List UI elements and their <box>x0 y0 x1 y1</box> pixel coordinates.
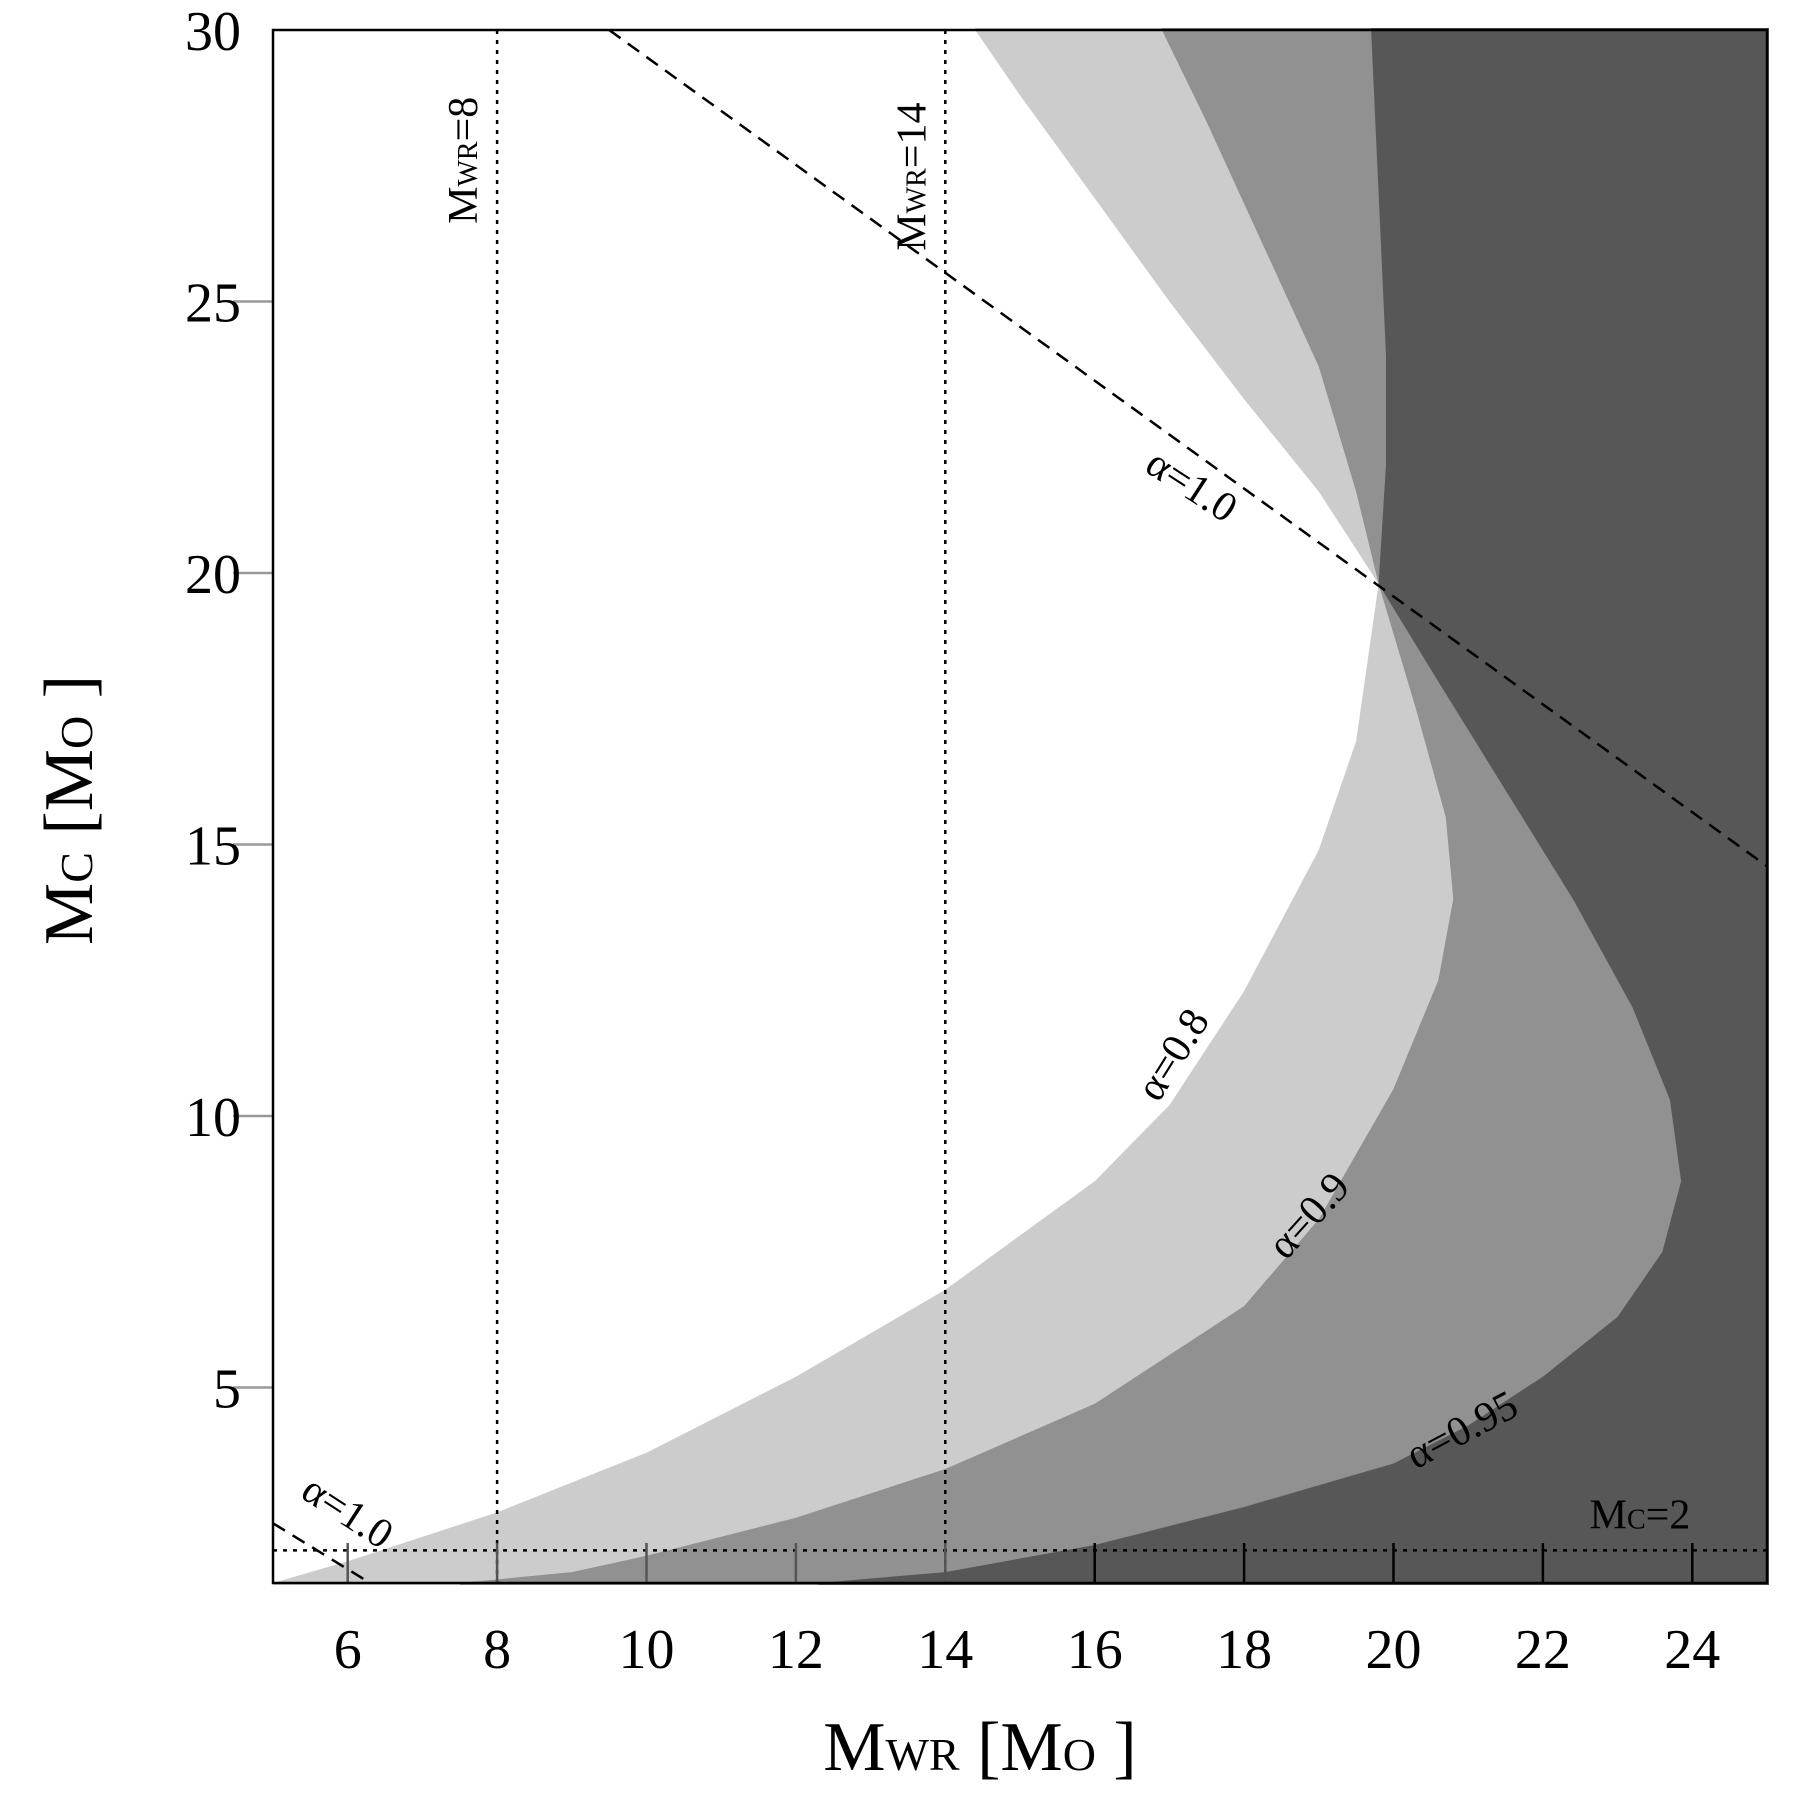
y-tick-label-25: 25 <box>185 273 241 335</box>
y-tick-label-30: 30 <box>185 1 241 63</box>
x-tick-label-10: 10 <box>619 1619 675 1681</box>
x-tick-label-8: 8 <box>483 1619 511 1681</box>
shaded-regions <box>273 28 1769 1585</box>
y-tick-label-20: 20 <box>185 544 241 606</box>
x-tick-label-6: 6 <box>334 1619 362 1681</box>
label-mc-2: MC=2 <box>1590 1493 1691 1539</box>
x-tick-label-24: 24 <box>1664 1619 1720 1681</box>
y-tick-label-15: 15 <box>185 816 241 878</box>
x-tick-label-18: 18 <box>1216 1619 1272 1681</box>
ref-line-alpha-1-upper <box>608 28 1768 868</box>
label-mwr-8: MWR=8 <box>441 97 487 224</box>
y-tick-label-5: 5 <box>213 1359 241 1421</box>
x-tick-label-12: 12 <box>768 1619 824 1681</box>
x-tick-label-20: 20 <box>1366 1619 1422 1681</box>
x-axis-title: MWR [MO ] <box>823 1709 1136 1786</box>
region-alpha-0.95 <box>818 28 1769 1585</box>
x-tick-label-16: 16 <box>1067 1619 1123 1681</box>
x-tick-label-22: 22 <box>1515 1619 1571 1681</box>
x-tick-label-14: 14 <box>917 1619 973 1681</box>
axis-ticks: 6 8 10 12 14 16 18 20 22 24 5 10 15 20 25 30 <box>185 1 1720 1681</box>
ref-line-alpha-1-lower <box>272 1522 371 1585</box>
label-mwr-14: MWR=14 <box>889 103 935 251</box>
reference-lines <box>272 28 1768 1585</box>
y-tick-label-10: 10 <box>185 1087 241 1149</box>
label-alpha-1.0-upper: α=1.0 <box>1138 440 1245 532</box>
y-axis-title: MC [MO ] <box>31 675 108 945</box>
plot-frame <box>271 28 1769 1585</box>
